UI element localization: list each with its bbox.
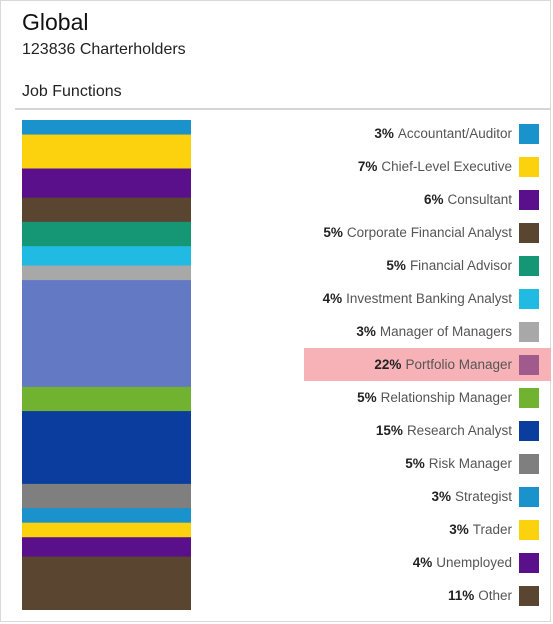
legend-category: Relationship Manager xyxy=(380,390,512,405)
legend-category: Investment Banking Analyst xyxy=(346,291,512,306)
bar-segment-relationship-manager[interactable] xyxy=(22,386,191,412)
legend-item-accountant-auditor[interactable]: 3% Accountant/Auditor xyxy=(301,117,551,150)
legend-swatch xyxy=(519,486,539,507)
bar-segment-accountant-auditor[interactable] xyxy=(22,120,191,136)
legend-label: 3% Trader xyxy=(449,522,512,537)
legend-item-corporate-financial-analyst[interactable]: 5% Corporate Financial Analyst xyxy=(301,216,551,249)
legend-percent: 5% xyxy=(357,390,377,405)
bar-segment-manager-of-managers[interactable] xyxy=(22,265,191,281)
legend-label: 5% Financial Advisor xyxy=(386,258,512,273)
legend-label: 3% Accountant/Auditor xyxy=(374,126,512,141)
legend-swatch xyxy=(519,354,539,375)
legend-item-chief-level-executive[interactable]: 7% Chief-Level Executive xyxy=(301,150,551,183)
legend-label: 4% Unemployed xyxy=(413,555,512,570)
legend-percent: 11% xyxy=(447,588,475,603)
legend-swatch xyxy=(519,189,539,210)
legend-item-investment-banking-analyst[interactable]: 4% Investment Banking Analyst xyxy=(301,282,551,315)
legend-percent: 5% xyxy=(386,258,406,273)
bar-segment-corporate-financial-analyst[interactable] xyxy=(22,197,191,223)
bar-segment-other[interactable] xyxy=(22,556,191,610)
legend-label: 22% Portfolio Manager xyxy=(374,357,512,372)
bar-segment-financial-advisor[interactable] xyxy=(22,221,191,247)
chart-legend: 3% Accountant/Auditor 7% Chief-Level Execut… xyxy=(301,117,551,612)
legend-percent: 15% xyxy=(375,423,403,438)
legend-swatch xyxy=(519,156,539,177)
legend-category: Financial Advisor xyxy=(409,258,512,273)
legend-category: Manager of Managers xyxy=(379,324,512,339)
legend-percent: 4% xyxy=(322,291,343,306)
legend-category: Corporate Financial Analyst xyxy=(346,225,512,240)
legend-item-financial-advisor[interactable]: 5% Financial Advisor xyxy=(301,249,551,282)
bar-segment-strategist[interactable] xyxy=(22,508,191,524)
legend-swatch xyxy=(519,585,539,606)
legend-category: Research Analyst xyxy=(406,423,512,438)
legend-percent: 5% xyxy=(405,456,425,471)
bar-segment-investment-banking-analyst[interactable] xyxy=(22,246,191,267)
legend-item-research-analyst[interactable]: 15% Research Analyst xyxy=(301,414,551,447)
bar-segment-research-analyst[interactable] xyxy=(22,411,191,485)
legend-label: 7% Chief-Level Executive xyxy=(358,159,512,174)
legend-label: 5% Risk Manager xyxy=(405,456,512,471)
legend-label: 5% Corporate Financial Analyst xyxy=(323,225,512,240)
bar-segment-portfolio-manager[interactable] xyxy=(22,280,191,388)
legend-percent: 3% xyxy=(356,324,376,339)
legend-category: Unemployed xyxy=(436,555,512,570)
legend-category: Portfolio Manager xyxy=(405,357,512,372)
legend-percent: 6% xyxy=(423,192,444,207)
legend-item-relationship-manager[interactable]: 5% Relationship Manager xyxy=(301,381,551,414)
legend-label: 6% Consultant xyxy=(424,192,512,207)
legend-category: Trader xyxy=(472,522,512,537)
legend-percent: 3% xyxy=(431,489,451,504)
legend-label: 15% Research Analyst xyxy=(376,423,512,438)
legend-swatch xyxy=(519,222,539,243)
legend-swatch xyxy=(519,552,539,573)
legend-swatch xyxy=(519,453,539,474)
charterholder-count: 123836 Charterholders xyxy=(22,41,186,58)
legend-category: Other xyxy=(478,588,512,603)
legend-category: Accountant/Auditor xyxy=(397,126,512,141)
legend-swatch xyxy=(519,288,539,309)
legend-label: 3% Manager of Managers xyxy=(356,324,512,339)
legend-category: Risk Manager xyxy=(428,456,512,471)
legend-category: Chief-Level Executive xyxy=(381,159,512,174)
section-heading: Job Functions xyxy=(22,83,122,100)
legend-label: 4% Investment Banking Analyst xyxy=(323,291,512,306)
legend-item-risk-manager[interactable]: 5% Risk Manager xyxy=(301,447,551,480)
legend-percent: 4% xyxy=(412,555,433,570)
stacked-bar-chart xyxy=(22,120,191,610)
legend-percent: 3% xyxy=(374,126,394,141)
legend-swatch xyxy=(519,123,539,144)
legend-swatch xyxy=(519,255,539,276)
page-title: Global xyxy=(22,9,89,35)
legend-category: Consultant xyxy=(447,192,512,207)
legend-swatch xyxy=(519,519,539,540)
legend-item-unemployed[interactable]: 4% Unemployed xyxy=(301,546,551,579)
bar-segment-risk-manager[interactable] xyxy=(22,483,191,509)
legend-item-strategist[interactable]: 3% Strategist xyxy=(301,480,551,513)
bar-segment-unemployed[interactable] xyxy=(22,537,191,558)
legend-label: 3% Strategist xyxy=(431,489,512,504)
legend-item-trader[interactable]: 3% Trader xyxy=(301,513,551,546)
stacked-bar-svg xyxy=(22,120,191,610)
legend-label: 5% Relationship Manager xyxy=(357,390,512,405)
legend-swatch xyxy=(519,321,539,342)
legend-swatch xyxy=(519,387,539,408)
bar-segment-chief-level-executive[interactable] xyxy=(22,134,191,170)
legend-item-consultant[interactable]: 6% Consultant xyxy=(301,183,551,216)
bar-segment-trader[interactable] xyxy=(22,522,191,538)
divider xyxy=(15,108,550,110)
legend-percent: 5% xyxy=(323,225,343,240)
legend-swatch xyxy=(519,420,539,441)
legend-label: 11% Other xyxy=(448,588,512,603)
legend-percent: 22% xyxy=(374,357,402,372)
legend-item-portfolio-manager[interactable]: 22% Portfolio Manager xyxy=(304,348,551,381)
legend-percent: 3% xyxy=(449,522,469,537)
bar-segment-consultant[interactable] xyxy=(22,168,191,199)
legend-item-manager-of-managers[interactable]: 3% Manager of Managers xyxy=(301,315,551,348)
legend-category: Strategist xyxy=(454,489,512,504)
legend-percent: 7% xyxy=(357,159,378,174)
legend-item-other[interactable]: 11% Other xyxy=(301,579,551,612)
